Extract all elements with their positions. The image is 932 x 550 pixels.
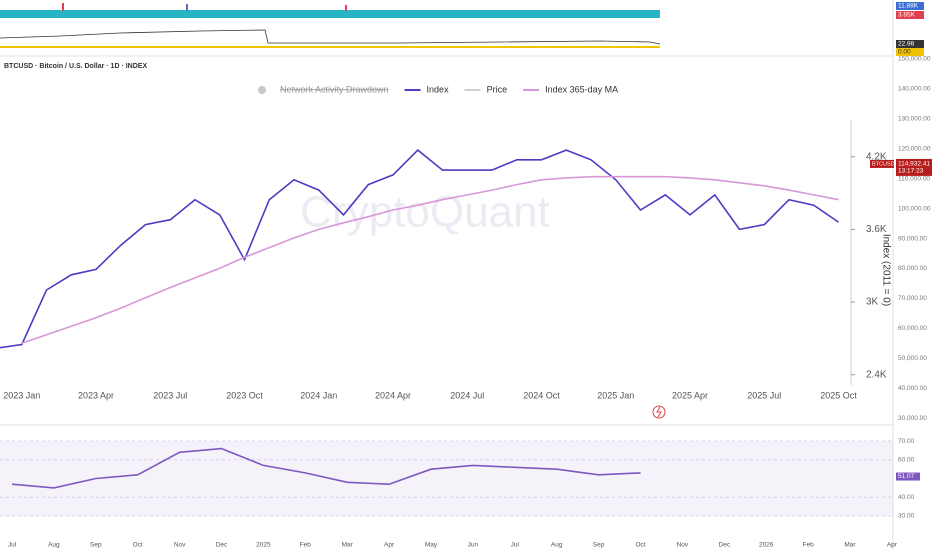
price-tick-label: 140,000.00 [898, 86, 931, 93]
y-tick-label: 3K [866, 297, 879, 308]
x-tick-label: 2024 Jan [300, 390, 337, 400]
value-badge-label: 0.00 [898, 49, 911, 56]
legend-label: Index 365-day MA [545, 84, 618, 94]
price-tick-label: 90,000.00 [898, 235, 927, 242]
x-tick-label: 2025 [256, 542, 271, 549]
y-tick-label: 4.2K [866, 151, 887, 162]
y-tick-label: 40.00 [898, 494, 915, 501]
price-badge [896, 158, 932, 176]
x-tick-label: 2024 Oct [523, 390, 560, 400]
x-tick-label: Dec [719, 542, 731, 549]
event-icon [656, 406, 662, 418]
x-tick-label: 2024 Apr [375, 390, 411, 400]
price-badge-symbol: BTCUSD [872, 161, 895, 167]
value-badge [896, 48, 924, 56]
x-tick-label: 2023 Jan [3, 390, 40, 400]
x-tick-label: Feb [300, 542, 312, 549]
x-tick-label: Feb [802, 542, 814, 549]
legend-marker [258, 86, 266, 94]
series-line [11, 447, 641, 489]
top-pane-spike [186, 4, 188, 11]
x-tick-label: Oct [635, 542, 645, 549]
x-tick-label: Sep [90, 542, 102, 549]
x-tick-label: 2026 [759, 542, 774, 549]
x-tick-label: 2023 Apr [78, 390, 114, 400]
top-pane-spike [62, 3, 64, 11]
x-tick-label: 2024 Jul [450, 390, 484, 400]
value-badge-label: 3.85K [898, 12, 916, 19]
y-tick-label: 2.4K [866, 369, 887, 380]
x-tick-label: 2023 Jul [153, 390, 187, 400]
x-tick-label: Oct [133, 542, 143, 549]
x-tick-label: Nov [677, 542, 689, 549]
x-tick-label: Nov [174, 542, 186, 549]
x-tick-label: Jun [468, 542, 479, 549]
legend-label: Price [487, 84, 508, 94]
price-badge-label: 114,932.41 [898, 161, 930, 168]
x-tick-label: 2023 Oct [226, 390, 263, 400]
top-pane-spike [345, 5, 347, 11]
x-tick-label: Jul [511, 542, 520, 549]
watermark: CryptoQuant [300, 188, 549, 237]
x-tick-label: 2025 Jan [597, 390, 634, 400]
y-axis-label: Index (2011 = 0) [880, 234, 891, 306]
price-tick-label: 100,000.00 [898, 205, 931, 212]
legend-label: Network Activity Drawdown [280, 84, 389, 94]
event-icon [652, 405, 666, 419]
value-badge [896, 472, 920, 481]
x-tick-label: 2025 Jul [747, 390, 781, 400]
top-pane-band [0, 10, 660, 18]
x-tick-label: Mar [342, 542, 354, 549]
price-tick-label: 70,000.00 [898, 295, 927, 302]
price-tick-label: 110,000.00 [898, 175, 930, 182]
chart-title: BTCUSD · Bitcoin / U.S. Dollar · 1D · IN… [4, 63, 147, 70]
x-tick-label: 2025 Oct [820, 390, 857, 400]
value-badge [896, 2, 924, 10]
y-tick-label: 30.00 [898, 513, 915, 520]
y-tick-label: 70.00 [898, 438, 915, 445]
series-line [21, 175, 839, 344]
price-tick-label: 40,000.00 [898, 385, 927, 392]
price-badge-time: 13:17:23 [898, 168, 924, 175]
y-tick-label: 60.00 [898, 457, 915, 464]
x-tick-label: Jul [8, 542, 17, 549]
x-tick-label: Aug [551, 542, 563, 549]
price-tick-label: 30,000.00 [898, 415, 927, 422]
x-tick-label: Mar [844, 542, 856, 549]
x-tick-label: Sep [593, 542, 605, 549]
x-tick-label: Apr [887, 542, 898, 549]
x-tick-label: Aug [48, 542, 60, 549]
price-tick-label: 130,000.00 [898, 116, 931, 123]
value-badge-label: 22.98 [898, 41, 915, 48]
value-badge-label: 51.07 [898, 473, 915, 480]
price-tick-label: 150,000.00 [898, 56, 931, 63]
value-badge-label: 11.88K [898, 3, 919, 10]
price-tick-label: 50,000.00 [898, 355, 927, 362]
rsi-band [0, 441, 893, 516]
price-tick-label: 120,000.00 [898, 145, 931, 152]
value-badge [896, 11, 924, 19]
legend-label: Index [427, 84, 450, 94]
price-tick-label: 60,000.00 [898, 325, 927, 332]
value-badge [896, 40, 924, 48]
price-badge [870, 159, 894, 168]
price-tick-label: 80,000.00 [898, 265, 927, 272]
top-pane-line [0, 29, 661, 45]
series-line [0, 149, 839, 349]
x-tick-label: May [425, 542, 438, 549]
x-tick-label: 2025 Apr [672, 390, 708, 400]
x-tick-label: Apr [384, 542, 395, 549]
y-tick-label: 3.6K [866, 224, 887, 235]
x-tick-label: Dec [216, 542, 228, 549]
